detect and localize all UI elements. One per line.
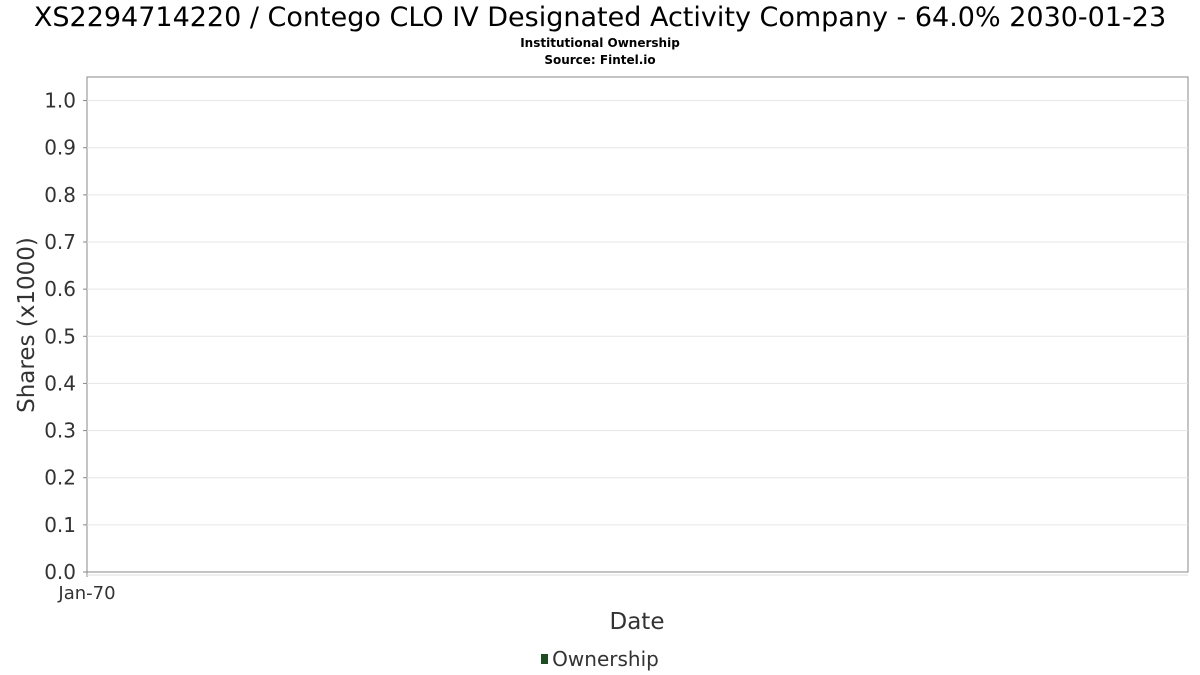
y-tick-label: 0.5 — [44, 324, 76, 348]
y-tick-label: 0.1 — [44, 513, 76, 537]
legend-swatch-ownership — [541, 654, 549, 664]
y-tick-label: 1.0 — [44, 89, 76, 113]
y-tick-label: 0.0 — [44, 560, 76, 584]
chart-title: XS2294714220 / Contego CLO IV Designated… — [33, 2, 1167, 33]
gridlines — [87, 100, 1188, 526]
x-axis-title: Date — [610, 609, 665, 635]
y-tick-label: 0.8 — [44, 183, 76, 207]
y-tick-label: 0.4 — [44, 371, 76, 395]
y-axis-title: Shares (x1000) — [14, 237, 40, 413]
y-tick-label: 0.6 — [44, 277, 76, 301]
y-tick-label: 0.2 — [44, 466, 76, 490]
chart-subtitle: Institutional Ownership — [520, 36, 680, 50]
y-tick-label: 0.7 — [44, 230, 76, 254]
plot-area — [86, 76, 1189, 573]
y-tick-label: 0.9 — [44, 136, 76, 160]
legend-label-ownership: Ownership — [552, 647, 659, 671]
legend: Ownership — [0, 647, 1200, 671]
chart-source: Source: Fintel.io — [544, 53, 656, 67]
y-axis-ticks: 0.0 0.1 0.2 0.3 0.4 0.5 0.6 0.7 0.8 0.9 1.0 — [44, 89, 87, 584]
x-tick-label: Jan-70 — [57, 583, 115, 604]
y-tick-label: 0.3 — [44, 419, 76, 443]
